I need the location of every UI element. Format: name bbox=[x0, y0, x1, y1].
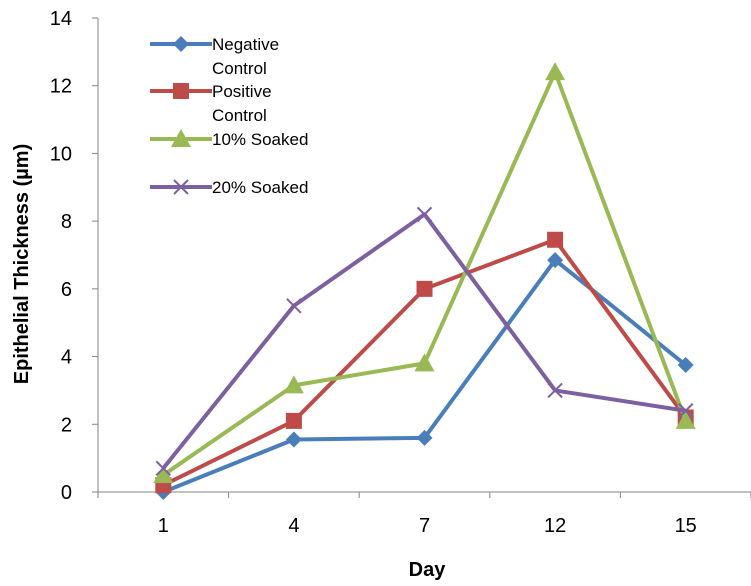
legend-item: Negative Control bbox=[150, 35, 279, 78]
data-point-marker bbox=[153, 465, 174, 484]
y-axis-title: Epithelial Thickness (µm) bbox=[11, 144, 33, 384]
y-ticks: 0 2 4 6 8 10 12 14 bbox=[50, 8, 98, 504]
data-point-marker bbox=[416, 280, 433, 297]
series-layer bbox=[153, 62, 696, 500]
legend-label: 10% Soaked bbox=[212, 130, 308, 149]
data-point-marker bbox=[677, 403, 694, 419]
data-point-marker bbox=[286, 298, 302, 314]
x-tick-label: 4 bbox=[288, 515, 299, 537]
data-point-marker bbox=[416, 429, 433, 446]
x-tick-label: 7 bbox=[419, 515, 430, 537]
y-tick-label: 8 bbox=[61, 211, 72, 233]
data-point-marker bbox=[414, 353, 435, 372]
x-tick-label: 15 bbox=[675, 515, 697, 537]
y-tick-label: 2 bbox=[61, 414, 72, 436]
y-tick-label: 0 bbox=[61, 482, 72, 504]
data-point-marker bbox=[547, 231, 564, 248]
legend-label: Positive Control bbox=[212, 82, 272, 125]
data-point-marker bbox=[285, 412, 302, 429]
data-point-marker bbox=[675, 410, 696, 429]
y-tick-label: 4 bbox=[61, 347, 72, 369]
x-ticks: 1 4 7 12 15 bbox=[97, 492, 751, 537]
y-tick-label: 12 bbox=[50, 76, 72, 98]
data-point-marker bbox=[547, 382, 563, 399]
legend-marker bbox=[171, 129, 191, 147]
legend-item: Positive Control bbox=[150, 82, 272, 125]
data-point-marker bbox=[545, 62, 566, 81]
data-point-marker bbox=[677, 357, 694, 374]
legend-label: Negative Control bbox=[212, 35, 279, 78]
data-point-marker bbox=[416, 206, 433, 223]
data-point-marker bbox=[155, 460, 172, 477]
series-4 bbox=[155, 206, 694, 477]
legend-label: 20% Soaked bbox=[212, 178, 308, 197]
x-tick-label: 1 bbox=[158, 515, 169, 537]
data-point-marker bbox=[285, 431, 302, 448]
legend-item: 20% Soaked bbox=[150, 178, 308, 197]
data-point-marker bbox=[283, 375, 304, 394]
data-point-marker bbox=[547, 252, 564, 269]
y-tick-label: 14 bbox=[50, 8, 72, 30]
x-axis-title: Day bbox=[409, 559, 447, 581]
y-tick-label: 6 bbox=[61, 279, 72, 301]
y-tick-label: 10 bbox=[50, 143, 72, 165]
legend-marker bbox=[173, 179, 189, 195]
x-tick-label: 12 bbox=[544, 515, 566, 537]
legend-item: 10% Soaked bbox=[150, 129, 308, 149]
legend-marker bbox=[173, 36, 189, 52]
legend-marker bbox=[173, 83, 189, 99]
series-3 bbox=[153, 62, 696, 484]
